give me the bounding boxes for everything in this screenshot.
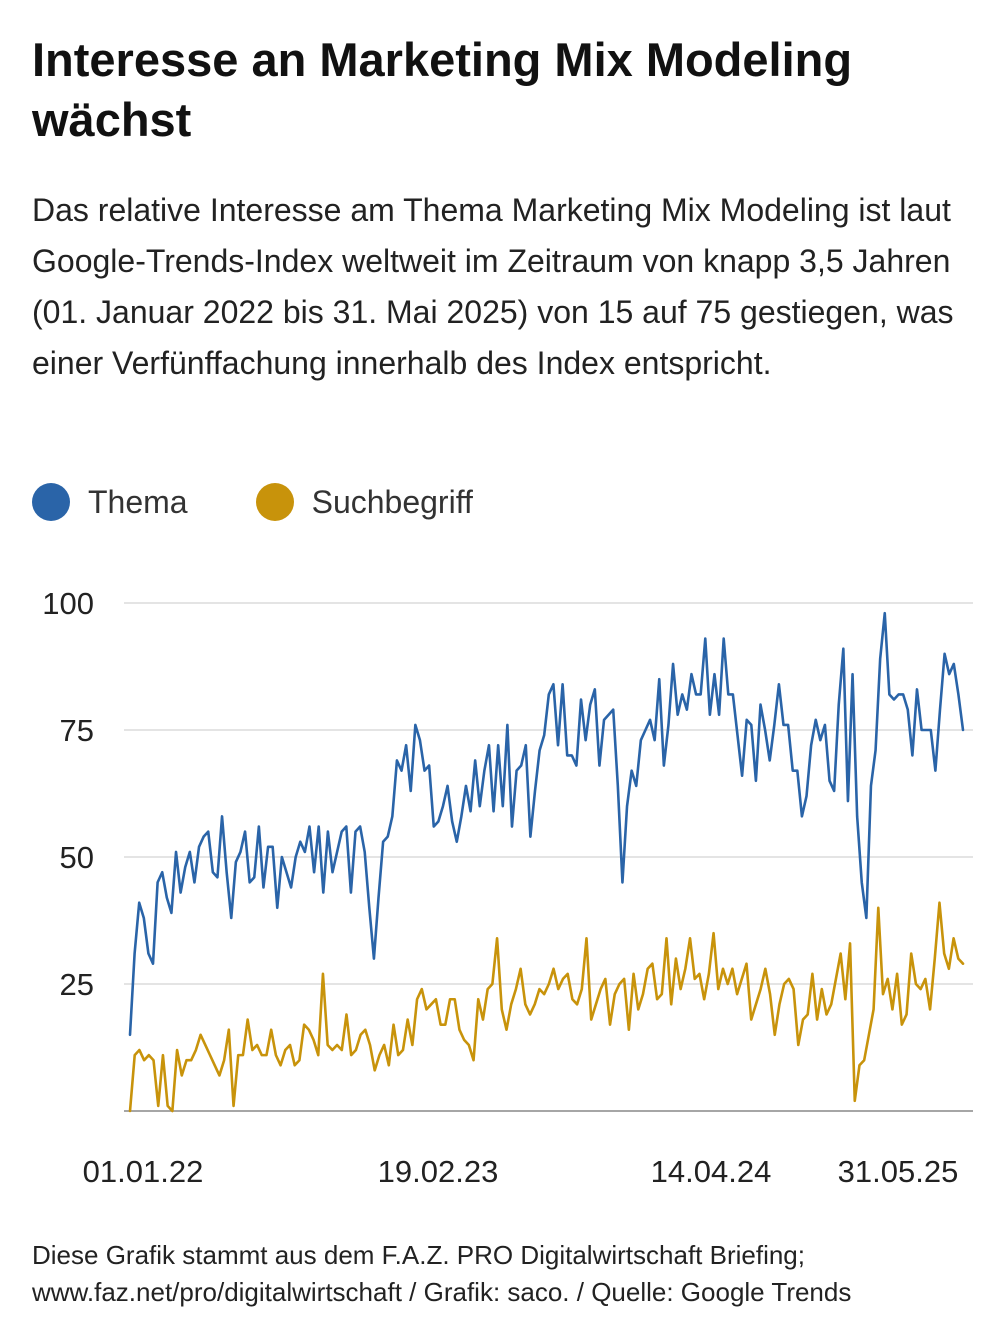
x-tick-label-3: 14.04.24	[651, 1154, 772, 1189]
footer-credits: Diese Grafik stammt aus dem F.A.Z. PRO D…	[32, 1237, 992, 1311]
y-tick-label-25: 25	[60, 967, 94, 1002]
y-tick-label-50: 50	[60, 840, 94, 875]
chart-subtitle: Das relative Interesse am Thema Marketin…	[32, 192, 954, 381]
chart-title: Interesse an Marketing Mix Modeling wäch…	[32, 33, 853, 146]
x-tick-label-4: 31.05.25	[838, 1154, 959, 1189]
legend-label-suchbegriff: Suchbegriff	[311, 483, 473, 520]
legend: Thema Suchbegriff	[32, 480, 541, 524]
y-tick-label-75: 75	[60, 713, 94, 748]
series-line-suchbegriff	[128, 901, 965, 1113]
legend-label-thema: Thema	[88, 483, 188, 520]
legend-item-suchbegriff: Suchbegriff	[255, 483, 473, 521]
legend-dot-thema	[32, 483, 70, 521]
x-tick-label-1: 01.01.22	[83, 1154, 204, 1189]
legend-dot-suchbegriff	[255, 483, 294, 521]
legend-item-thema: Thema	[32, 483, 188, 521]
line-chart: 25 50 75 100 01.01.22 19.02.23 14.04.24 31.05.2…	[42, 586, 973, 1189]
x-tick-label-2: 19.02.23	[378, 1154, 499, 1189]
y-tick-label-100: 100	[42, 586, 94, 621]
footer-line-credits: www.faz.net/pro/digitalwirtschaft / Graf…	[32, 1277, 852, 1307]
footer-line-source: Diese Grafik stammt aus dem F.A.Z. PRO D…	[32, 1240, 805, 1270]
series-line-thema	[128, 611, 965, 1037]
